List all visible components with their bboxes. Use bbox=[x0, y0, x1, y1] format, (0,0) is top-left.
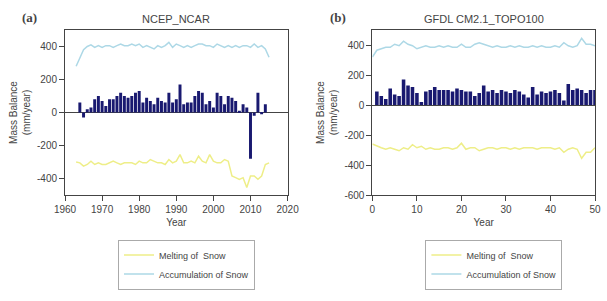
svg-text:2020: 2020 bbox=[276, 204, 299, 215]
svg-text:400: 400 bbox=[40, 41, 57, 52]
svg-text:-200: -200 bbox=[37, 140, 57, 151]
svg-text:30: 30 bbox=[500, 204, 512, 215]
svg-text:GFDL CM2.1_TOPO100: GFDL CM2.1_TOPO100 bbox=[424, 13, 544, 25]
svg-text:2010: 2010 bbox=[239, 204, 262, 215]
svg-text:50: 50 bbox=[589, 204, 601, 215]
svg-text:1970: 1970 bbox=[91, 204, 114, 215]
svg-text:40: 40 bbox=[545, 204, 557, 215]
svg-text:(a): (a) bbox=[22, 10, 37, 25]
svg-text:2000: 2000 bbox=[202, 204, 225, 215]
svg-text:-400: -400 bbox=[37, 173, 57, 184]
svg-text:-400: -400 bbox=[344, 160, 364, 171]
svg-text:0: 0 bbox=[359, 100, 365, 111]
svg-text:Melting of Snow: Melting of Snow bbox=[466, 251, 533, 261]
svg-text:0: 0 bbox=[51, 107, 57, 118]
svg-text:1990: 1990 bbox=[165, 204, 188, 215]
svg-text:NCEP_NCAR: NCEP_NCAR bbox=[142, 13, 210, 25]
svg-text:1960: 1960 bbox=[54, 204, 77, 215]
svg-text:0: 0 bbox=[370, 204, 376, 215]
svg-text:Year: Year bbox=[166, 217, 187, 228]
svg-text:Year: Year bbox=[474, 217, 495, 228]
svg-text:20: 20 bbox=[456, 204, 468, 215]
svg-text:Mass Balance(mm/year): Mass Balance(mm/year) bbox=[315, 81, 339, 144]
svg-text:200: 200 bbox=[40, 74, 57, 85]
svg-text:1980: 1980 bbox=[128, 204, 151, 215]
svg-text:Melting of Snow: Melting of Snow bbox=[159, 251, 226, 261]
svg-text:200: 200 bbox=[348, 70, 365, 81]
svg-text:-200: -200 bbox=[344, 130, 364, 141]
svg-text:Mass Balance(mm/year): Mass Balance(mm/year) bbox=[8, 81, 32, 144]
svg-text:Accumulation of Snow: Accumulation of Snow bbox=[159, 270, 249, 280]
svg-text:(b): (b) bbox=[330, 10, 346, 25]
svg-text:-600: -600 bbox=[344, 190, 364, 201]
svg-text:10: 10 bbox=[411, 204, 423, 215]
svg-text:Accumulation of Snow: Accumulation of Snow bbox=[466, 270, 556, 280]
svg-text:400: 400 bbox=[348, 40, 365, 51]
